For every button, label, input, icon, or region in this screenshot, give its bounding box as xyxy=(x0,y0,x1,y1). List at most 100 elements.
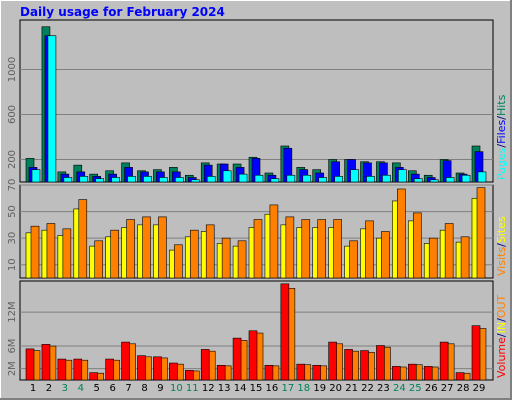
legend-entry: Hits xyxy=(495,94,508,116)
bar xyxy=(269,204,279,279)
bar xyxy=(392,366,401,381)
x-tick-label: 9 xyxy=(157,383,163,394)
bar xyxy=(222,170,232,183)
y-tick-label: 12M xyxy=(7,301,18,322)
bar xyxy=(232,337,242,381)
bar xyxy=(189,229,199,279)
bar xyxy=(143,176,152,183)
bar xyxy=(174,244,183,279)
y-tick-label: 600 xyxy=(7,105,18,124)
chart-title: Daily usage for February 2024 xyxy=(20,5,225,19)
legend-entry: Visits xyxy=(495,247,508,276)
bar xyxy=(344,349,353,381)
bar xyxy=(333,219,342,279)
legend-entry: Pages xyxy=(495,147,508,180)
bar xyxy=(412,212,422,279)
legend-entry: IN xyxy=(495,322,508,333)
bar xyxy=(285,216,295,279)
x-tick-label: 22 xyxy=(361,383,374,394)
legend: Visits/Sites xyxy=(495,216,508,276)
bar xyxy=(95,178,105,183)
bar xyxy=(205,224,215,279)
legend-entry: OUT xyxy=(495,294,508,318)
bar xyxy=(280,283,290,381)
bar xyxy=(46,223,56,279)
x-tick-label: 25 xyxy=(409,383,422,394)
x-tick-label: 29 xyxy=(473,383,486,394)
bar xyxy=(158,216,167,279)
x-tick-label: 14 xyxy=(234,383,247,394)
bar xyxy=(445,177,455,183)
bar xyxy=(382,174,391,183)
y-tick-label: 10 xyxy=(7,258,18,271)
bar xyxy=(471,325,481,381)
legend-separator: / xyxy=(495,116,508,120)
bar xyxy=(47,35,57,183)
legend-separator: / xyxy=(495,144,508,148)
bar xyxy=(31,169,41,183)
bar xyxy=(296,363,306,381)
bar xyxy=(111,177,120,183)
bar xyxy=(429,179,439,183)
bar xyxy=(62,228,72,279)
x-tick-label: 2 xyxy=(46,383,52,394)
x-tick-label: 10 xyxy=(170,383,183,394)
legend-entry: Volume xyxy=(495,337,508,378)
bar xyxy=(312,364,322,381)
bar xyxy=(428,237,438,279)
bar xyxy=(221,237,231,279)
bar xyxy=(153,356,162,381)
bar xyxy=(328,341,337,381)
bar xyxy=(200,349,210,381)
bar xyxy=(350,169,359,183)
x-tick-label: 28 xyxy=(457,383,470,394)
bar xyxy=(248,330,258,381)
x-tick-label: 20 xyxy=(329,383,342,394)
x-tick-label: 16 xyxy=(266,383,279,394)
bar xyxy=(216,364,226,381)
bar xyxy=(476,187,486,279)
bar xyxy=(142,216,151,279)
bar xyxy=(169,362,178,381)
bar xyxy=(57,358,67,381)
legend-separator: / xyxy=(495,243,508,247)
legend-entry: Sites xyxy=(495,216,508,243)
bar xyxy=(127,176,136,183)
legend-separator: / xyxy=(495,333,508,337)
bar xyxy=(407,363,417,381)
x-tick-label: 11 xyxy=(186,383,199,394)
x-tick-label: 26 xyxy=(425,383,438,394)
x-tick-label: 24 xyxy=(393,383,406,394)
y-tick-label: 6M xyxy=(7,339,18,354)
bar xyxy=(397,188,406,279)
bar xyxy=(270,178,280,183)
x-tick-label: 4 xyxy=(78,383,84,394)
bar xyxy=(175,177,184,183)
x-tick-label: 23 xyxy=(377,383,390,394)
y-tick-label: 2M xyxy=(7,361,18,376)
bar xyxy=(477,171,487,183)
bar xyxy=(444,223,454,279)
bar xyxy=(302,174,312,183)
bar xyxy=(94,240,104,279)
x-tick-label: 15 xyxy=(250,383,263,394)
bar xyxy=(366,176,375,183)
bar xyxy=(110,229,119,279)
bar xyxy=(41,344,51,381)
x-tick-label: 13 xyxy=(218,383,231,394)
bar xyxy=(137,355,146,381)
bar xyxy=(318,177,328,183)
bar xyxy=(461,174,471,183)
bar xyxy=(398,169,407,183)
bar xyxy=(334,176,343,183)
bar xyxy=(264,364,274,381)
bar xyxy=(286,174,296,183)
y-tick-label: 70 xyxy=(7,179,18,192)
bar xyxy=(79,176,89,183)
bar xyxy=(89,372,99,381)
legend: Pages/Files/Hits xyxy=(495,94,508,180)
bar xyxy=(423,366,433,381)
bar xyxy=(365,220,374,279)
bar xyxy=(121,341,130,381)
